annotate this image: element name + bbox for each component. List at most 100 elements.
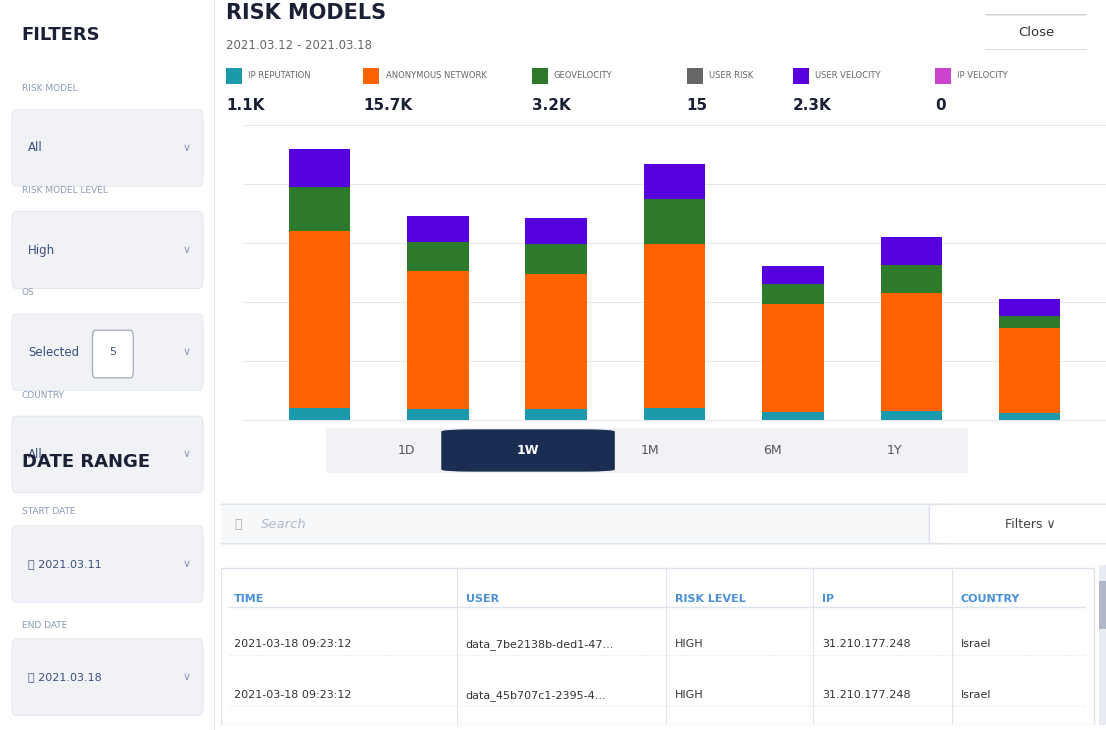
Text: 2021.03.12 - 2021.03.18: 2021.03.12 - 2021.03.18 [226, 39, 372, 52]
Bar [644, 408, 706, 420]
Text: 15: 15 [687, 98, 708, 112]
Text: 1W: 1W [517, 444, 540, 457]
FancyBboxPatch shape [441, 429, 615, 472]
Text: 3.2K: 3.2K [532, 98, 571, 112]
Bar [644, 164, 706, 199]
Bar [999, 413, 1061, 420]
Text: END DATE: END DATE [21, 620, 66, 629]
FancyBboxPatch shape [12, 314, 204, 391]
Text: OS: OS [21, 288, 34, 297]
Text: COUNTRY: COUNTRY [960, 593, 1020, 604]
Bar [525, 244, 587, 274]
FancyBboxPatch shape [687, 67, 702, 84]
Bar [880, 411, 942, 420]
FancyBboxPatch shape [12, 526, 204, 602]
Text: 1D: 1D [397, 444, 415, 457]
Text: RISK MODELS: RISK MODELS [226, 3, 386, 23]
Bar [289, 187, 351, 231]
Bar [289, 149, 351, 187]
FancyBboxPatch shape [12, 416, 204, 493]
Bar [644, 199, 706, 244]
Text: FILTERS: FILTERS [21, 26, 101, 44]
Bar [762, 284, 824, 304]
FancyBboxPatch shape [220, 568, 1094, 725]
Text: DATE RANGE: DATE RANGE [21, 453, 149, 471]
Text: 31.210.177.248: 31.210.177.248 [823, 690, 911, 700]
Text: 1Y: 1Y [887, 444, 902, 457]
Text: ∨: ∨ [182, 143, 191, 153]
FancyBboxPatch shape [532, 67, 547, 84]
FancyBboxPatch shape [12, 212, 204, 288]
Bar [525, 274, 587, 409]
Text: IP VELOCITY: IP VELOCITY [957, 72, 1008, 80]
Text: GEOVELOCITY: GEOVELOCITY [554, 72, 613, 80]
FancyBboxPatch shape [983, 15, 1089, 50]
Text: 2021-03-18 09:23:12: 2021-03-18 09:23:12 [233, 690, 352, 700]
Bar [407, 409, 469, 420]
Bar [762, 266, 824, 284]
Bar [644, 244, 706, 408]
Text: RISK MODEL: RISK MODEL [21, 84, 77, 93]
Text: RISK LEVEL: RISK LEVEL [675, 593, 745, 604]
Bar [289, 408, 351, 420]
Bar [407, 216, 469, 242]
Bar [762, 304, 824, 412]
Text: Israel: Israel [960, 639, 991, 648]
FancyBboxPatch shape [202, 504, 951, 544]
Text: IP REPUTATION: IP REPUTATION [248, 72, 311, 80]
Text: Search: Search [261, 518, 306, 531]
Text: Selected: Selected [28, 346, 79, 358]
Text: START DATE: START DATE [21, 507, 75, 516]
FancyBboxPatch shape [364, 67, 379, 84]
Text: TIME: TIME [233, 593, 264, 604]
Text: ∨: ∨ [182, 450, 191, 459]
Text: 0: 0 [935, 98, 946, 112]
FancyBboxPatch shape [793, 67, 810, 84]
FancyBboxPatch shape [293, 427, 1001, 474]
FancyBboxPatch shape [1098, 581, 1106, 629]
Text: 2.3K: 2.3K [793, 98, 832, 112]
Bar [525, 409, 587, 420]
Text: data_7be2138b-ded1-47...: data_7be2138b-ded1-47... [466, 639, 614, 650]
Text: 15.7K: 15.7K [364, 98, 413, 112]
Text: 🔍: 🔍 [233, 518, 241, 531]
Text: ⬜ 2021.03.18: ⬜ 2021.03.18 [28, 672, 102, 682]
Text: 5: 5 [109, 347, 116, 357]
Text: 1.1K: 1.1K [226, 98, 264, 112]
Text: data_45b707c1-2395-4...: data_45b707c1-2395-4... [466, 690, 606, 701]
Bar [999, 328, 1061, 413]
Text: Israel: Israel [960, 690, 991, 700]
Text: ∨: ∨ [182, 672, 191, 682]
FancyBboxPatch shape [226, 67, 242, 84]
FancyBboxPatch shape [935, 67, 951, 84]
Text: HIGH: HIGH [675, 690, 703, 700]
Text: All: All [28, 448, 43, 461]
Bar [880, 237, 942, 265]
Bar [289, 231, 351, 408]
FancyBboxPatch shape [12, 110, 204, 186]
Text: ∨: ∨ [182, 245, 191, 255]
Text: 31.210.177.248: 31.210.177.248 [823, 639, 911, 648]
Bar [407, 242, 469, 271]
Text: HIGH: HIGH [675, 639, 703, 648]
Text: ANONYMOUS NETWORK: ANONYMOUS NETWORK [386, 72, 487, 80]
Text: ∨: ∨ [182, 347, 191, 357]
Text: USER: USER [466, 593, 499, 604]
Text: Filters ∨: Filters ∨ [1004, 518, 1055, 531]
Text: High: High [28, 244, 55, 256]
Text: IP: IP [823, 593, 834, 604]
Bar [762, 412, 824, 420]
Bar [880, 265, 942, 293]
Text: RISK MODEL LEVEL: RISK MODEL LEVEL [21, 186, 107, 195]
FancyBboxPatch shape [12, 639, 204, 715]
Text: COUNTRY: COUNTRY [21, 391, 64, 399]
FancyBboxPatch shape [929, 504, 1106, 544]
Text: ∨: ∨ [182, 559, 191, 569]
Text: 2021-03-18 09:23:12: 2021-03-18 09:23:12 [233, 639, 352, 648]
Text: All: All [28, 142, 43, 154]
Bar [999, 316, 1061, 328]
Bar [880, 293, 942, 411]
Text: Close: Close [1018, 26, 1054, 39]
Bar [999, 299, 1061, 316]
Text: 1M: 1M [640, 444, 659, 457]
